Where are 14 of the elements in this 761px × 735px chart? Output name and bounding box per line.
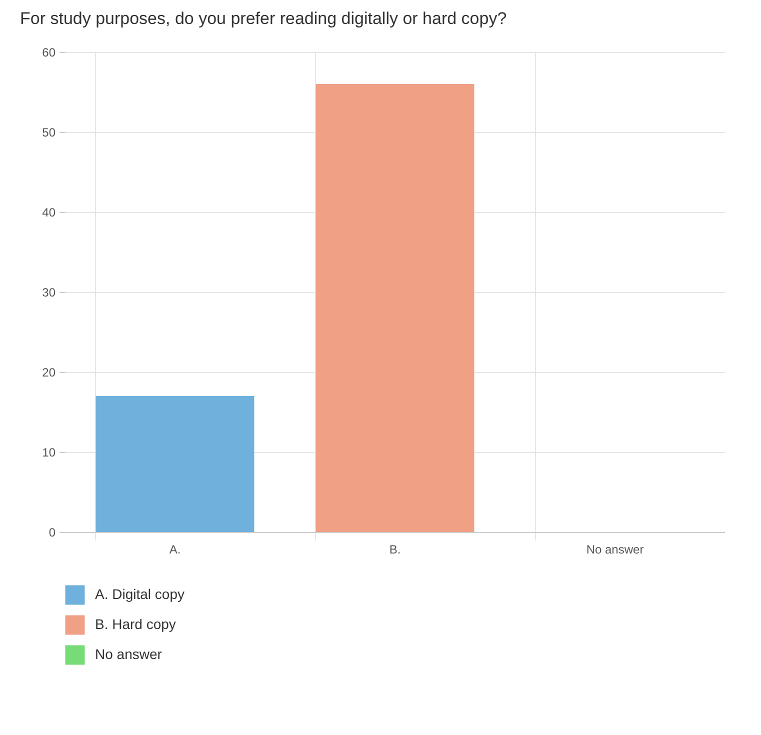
x-tick-label: No answer bbox=[586, 542, 644, 556]
y-tick-label: 10 bbox=[42, 446, 56, 460]
legend-label: A. Digital copy bbox=[95, 586, 184, 602]
y-tick-label: 0 bbox=[48, 526, 56, 540]
y-tick-label: 60 bbox=[42, 46, 56, 60]
x-tick-label: A. bbox=[169, 542, 181, 556]
legend-label: No answer bbox=[95, 646, 162, 662]
chart-title: For study purposes, do you prefer reading digitally or hard copy? bbox=[20, 9, 507, 28]
x-tick-label: B. bbox=[389, 542, 401, 556]
y-tick-label: 50 bbox=[42, 126, 56, 140]
y-tick-label: 40 bbox=[42, 206, 56, 220]
y-tick-label: 30 bbox=[42, 286, 56, 300]
y-tick-label: 20 bbox=[42, 366, 56, 380]
legend-label: B. Hard copy bbox=[95, 616, 176, 632]
